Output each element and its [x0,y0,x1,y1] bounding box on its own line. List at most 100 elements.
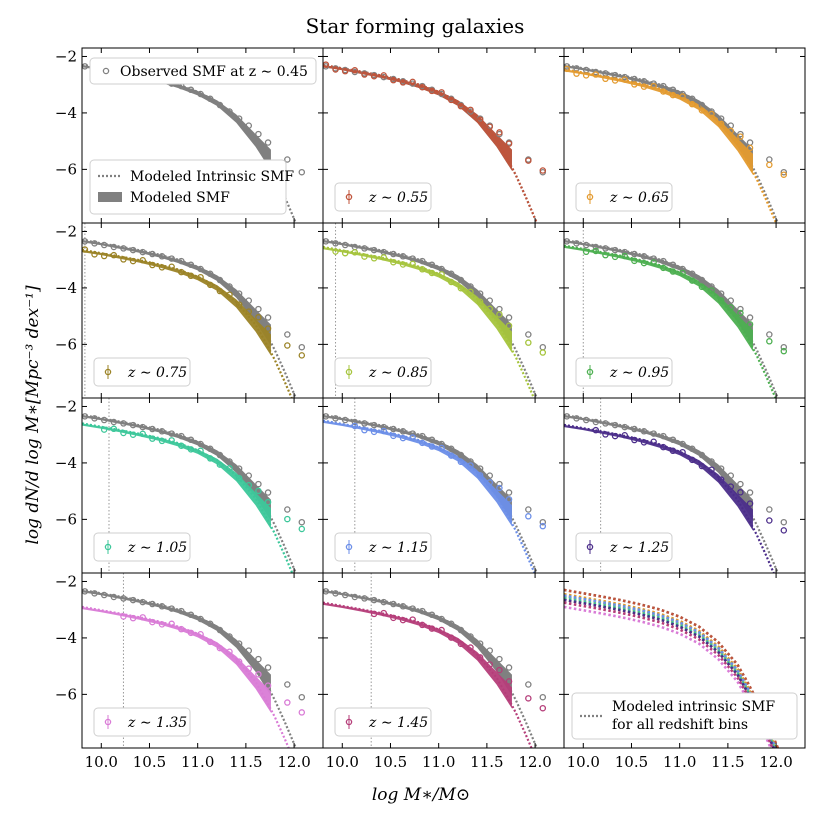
reference-observed-point [650,430,657,437]
observed-point [650,438,657,445]
reference-observed-point [486,472,494,479]
observed-point [168,437,175,444]
plot-area [564,398,788,573]
observed-point [100,426,108,433]
y-tick-label: −2 [55,222,77,240]
legend-modeled-label: Modeled SMF [130,190,230,206]
observed-point [129,257,137,265]
observed-point [447,278,455,286]
reference-observed-point [476,640,484,647]
observed-point [428,87,436,95]
observed-point [120,429,127,437]
observed-point [216,644,224,652]
panel: 10.0 10.5 11.0 11.5 12.0 z ∼ 1.45 [322,572,565,771]
reference-observed-point [255,655,262,663]
observed-point [419,83,426,91]
modeled-smf-band [564,69,753,176]
observed-point [438,626,445,634]
reference-observed-point [139,423,146,431]
reference-observed-point [746,139,754,146]
observed-point [525,695,532,702]
reference-observed-point [399,603,407,610]
reference-observed-point [284,156,291,163]
modeled-smf-band [323,420,512,527]
legend-observed-label: Observed SMF at z ∼ 0.45 [120,64,308,80]
reference-observed-point [708,283,715,290]
reference-observed-point [149,250,156,258]
observed-point [447,634,455,641]
observed-point [390,76,397,84]
reference-observed-point [226,458,233,465]
observed-point [679,448,686,456]
observed-point [226,648,233,656]
reference-observed-point [216,101,224,109]
reference-observed-point [640,253,648,260]
reference-observed-point [255,480,262,488]
plot-area [323,223,547,398]
observed-point [688,277,696,284]
observed-point [351,67,359,74]
modeled-smf-band [323,602,512,709]
observed-point [621,76,628,83]
panel-legend-box [93,532,191,562]
panel-label: z ∼ 1.25 [609,540,669,556]
observed-point [419,266,426,273]
reference-observed-point [457,276,465,284]
x-tick-label: 11.0 [181,753,214,771]
y-tick-label: −6 [55,685,77,703]
y-tick-label: −6 [55,335,77,353]
reference-observed-point [640,428,648,435]
observed-point [399,261,407,268]
reference-observed-point [245,647,253,654]
reference-observed-point [264,664,272,671]
panel: z ∼ 0.65 [563,47,806,224]
plot-area [564,48,788,223]
observed-point [486,661,494,668]
reference-observed-point [602,420,609,427]
observed-point [419,439,426,447]
reference-observed-point [264,139,272,146]
x-tick-label: 11.5 [470,753,503,771]
reference-observed-point [284,331,291,338]
summary-intrinsic-line [564,598,776,748]
observed-point [390,258,397,266]
observed-point [390,614,397,622]
panel: z ∼ 0.85 [322,222,565,399]
observed-point [341,249,349,257]
observed-point [298,352,306,359]
reference-observed-point [669,261,677,269]
observed-point [206,281,214,289]
reference-observed-point [149,425,156,433]
panel-legend-box [93,357,191,387]
reference-observed-point [187,611,195,619]
reference-observed-point [245,472,253,479]
reference-observed-point [766,156,773,163]
observed-point [505,496,513,503]
reference-observed-point [592,68,600,76]
observed-point [525,339,532,346]
observed-point [496,129,503,136]
reference-modeled-band [323,64,512,171]
reference-observed-point [525,506,532,513]
reference-observed-point [737,480,744,488]
summary-intrinsic-line [564,588,780,748]
observed-point [766,338,773,345]
reference-observed-point [370,421,378,429]
reference-observed-point [149,600,156,608]
observed-point [476,116,484,123]
observed-point [187,272,195,280]
reference-observed-point [419,257,426,265]
modeled-smf-band [82,606,271,713]
observed-point [197,631,204,638]
reference-observed-point [727,472,735,479]
reference-observed-point [419,607,426,615]
observed-point [737,133,744,140]
observed-point [139,257,146,264]
observed-point [255,671,262,678]
observed-point [467,644,474,651]
panel: −2 −4 −6 z ∼ 0.75 [55,222,324,399]
observed-point [178,625,185,633]
observed-point [766,517,773,524]
reference-modeled-band [82,239,271,346]
